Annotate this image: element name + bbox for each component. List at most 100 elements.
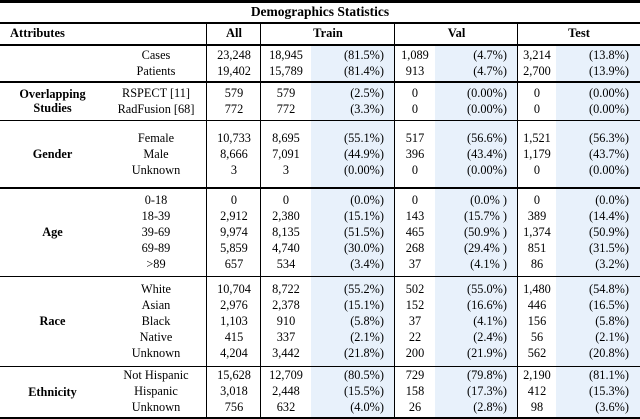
- cell-test-count: 2,700: [523, 63, 551, 78]
- row-label: 69-89: [141, 240, 171, 255]
- cell-val-count: 143: [405, 208, 425, 223]
- row-label: Female: [137, 130, 175, 145]
- row-label: 18-39: [141, 208, 171, 223]
- row-label: Unknown: [131, 162, 181, 177]
- column-separator: [394, 82, 395, 120]
- cell-test-percent: (13.9%): [589, 63, 629, 78]
- group-label: Gender: [32, 146, 73, 161]
- group-label: Ethnicity: [28, 384, 77, 399]
- cell-all: 0: [230, 192, 238, 207]
- cell-train-percent: (30.0%): [344, 240, 384, 255]
- cell-val-percent: (55.0%): [467, 281, 507, 296]
- cell-test-count: 0: [533, 85, 541, 100]
- cell-train-percent: (3.3%): [350, 101, 384, 116]
- cell-test-count: 562: [527, 345, 547, 360]
- cell-val-percent: (4.7%): [473, 47, 507, 62]
- table-row: Patients 19,402 15,789 (81.4%) 913 (4.7%) 2,70…: [0, 63, 640, 79]
- cell-val-count: 1,089: [401, 47, 429, 62]
- cell-test-percent: (0.00%): [589, 85, 629, 100]
- cell-val-count: 729: [405, 368, 425, 383]
- cell-all: 1,103: [220, 313, 248, 328]
- row-label: RSPECT [11]: [122, 85, 190, 100]
- cell-val-percent: (79.8%): [467, 368, 507, 383]
- cell-all: 2,912: [220, 208, 248, 223]
- cell-train-count: 3: [282, 162, 290, 177]
- cell-train-count: 12,709: [269, 368, 303, 383]
- header-all: All: [226, 26, 242, 41]
- cell-train-percent: (15.1%): [344, 208, 384, 223]
- cell-train-percent: (2.5%): [350, 85, 384, 100]
- cell-train-count: 337: [276, 329, 296, 344]
- cell-all: 4,204: [220, 345, 248, 360]
- header-test: Test: [568, 26, 590, 41]
- row-label: 39-69: [141, 224, 171, 239]
- cell-test-count: 389: [527, 208, 547, 223]
- column-separator: [394, 188, 395, 276]
- cell-all: 2,976: [220, 297, 248, 312]
- cell-all: 19,402: [217, 63, 251, 78]
- highlight-band: [311, 367, 395, 417]
- table-row: >89 657 534 (3.4%) 37 (4.1% ) 86 (3.2%): [0, 256, 640, 272]
- highlight-band: [556, 367, 640, 417]
- cell-train-percent: (55.2%): [344, 281, 384, 296]
- title-divider: [0, 22, 640, 24]
- cell-val-percent: (50.9% ): [463, 224, 507, 239]
- cell-train-percent: (55.1%): [344, 130, 384, 145]
- cell-train-percent: (21.8%): [344, 345, 384, 360]
- row-label: Black: [141, 313, 171, 328]
- cell-all: 5,859: [220, 240, 248, 255]
- column-separator: [206, 188, 207, 276]
- cell-train-count: 910: [276, 313, 296, 328]
- highlight-band: [435, 82, 518, 120]
- column-separator: [517, 82, 518, 120]
- cell-test-percent: (0.00%): [589, 162, 629, 177]
- cell-val-percent: (0.00%): [467, 162, 507, 177]
- section-divider: [0, 81, 640, 83]
- header-divider: [0, 44, 640, 46]
- column-separator: [517, 277, 518, 366]
- column-separator: [206, 121, 207, 187]
- cell-test-count: 1,480: [523, 281, 551, 296]
- table-row: RSPECT [11] 579 579 (2.5%) 0 (0.00%) 0 (0.00%): [0, 85, 640, 101]
- section-divider: [0, 365, 640, 367]
- column-separator: [206, 23, 207, 44]
- cell-train-count: 2,448: [272, 384, 300, 399]
- cell-val-percent: (4.1% ): [470, 256, 507, 271]
- cell-all: 756: [224, 400, 244, 415]
- top-rule: [0, 0, 640, 3]
- cell-train-count: 18,945: [269, 47, 303, 62]
- column-separator: [206, 82, 207, 120]
- cell-val-count: 158: [405, 384, 425, 399]
- cell-val-count: 0: [411, 101, 419, 116]
- row-label: Unknown: [131, 345, 181, 360]
- column-separator: [260, 367, 261, 417]
- cell-val-percent: (2.8%): [473, 400, 507, 415]
- table-row: 69-89 5,859 4,740 (30.0%) 268 (29.4% ) 851 (31.…: [0, 240, 640, 256]
- cell-val-percent: (17.3%): [467, 384, 507, 399]
- table-title: Demographics Statistics: [250, 4, 390, 20]
- table-row: Black 1,103 910 (5.8%) 37 (4.1%) 156 (5.8%): [0, 313, 640, 329]
- cell-test-count: 86: [530, 256, 544, 271]
- cell-all: 23,248: [217, 47, 251, 62]
- cell-train-count: 0: [282, 192, 290, 207]
- cell-all: 3: [230, 162, 238, 177]
- cell-val-count: 22: [408, 329, 422, 344]
- cell-val-count: 0: [411, 162, 419, 177]
- cell-test-count: 156: [527, 313, 547, 328]
- cell-val-count: 465: [405, 224, 425, 239]
- cell-test-percent: (56.3%): [589, 130, 629, 145]
- column-separator: [260, 45, 261, 81]
- cell-val-count: 0: [411, 85, 419, 100]
- table-section: Cases 23,248 18,945 (81.5%) 1,089 (4.7%) 3,214…: [0, 45, 640, 81]
- cell-test-percent: (81.1%): [589, 368, 629, 383]
- cell-val-percent: (56.6%): [467, 130, 507, 145]
- cell-val-percent: (4.1%): [473, 313, 507, 328]
- column-separator: [260, 121, 261, 187]
- cell-val-count: 517: [405, 130, 425, 145]
- column-separator: [260, 277, 261, 366]
- header-train: Train: [313, 26, 343, 41]
- cell-val-count: 26: [408, 400, 422, 415]
- table-body: Cases 23,248 18,945 (81.5%) 1,089 (4.7%) 3,214…: [0, 45, 640, 417]
- row-label: RadFusion [68]: [117, 101, 195, 116]
- table-header: Attributes All Train Val Test: [0, 23, 640, 44]
